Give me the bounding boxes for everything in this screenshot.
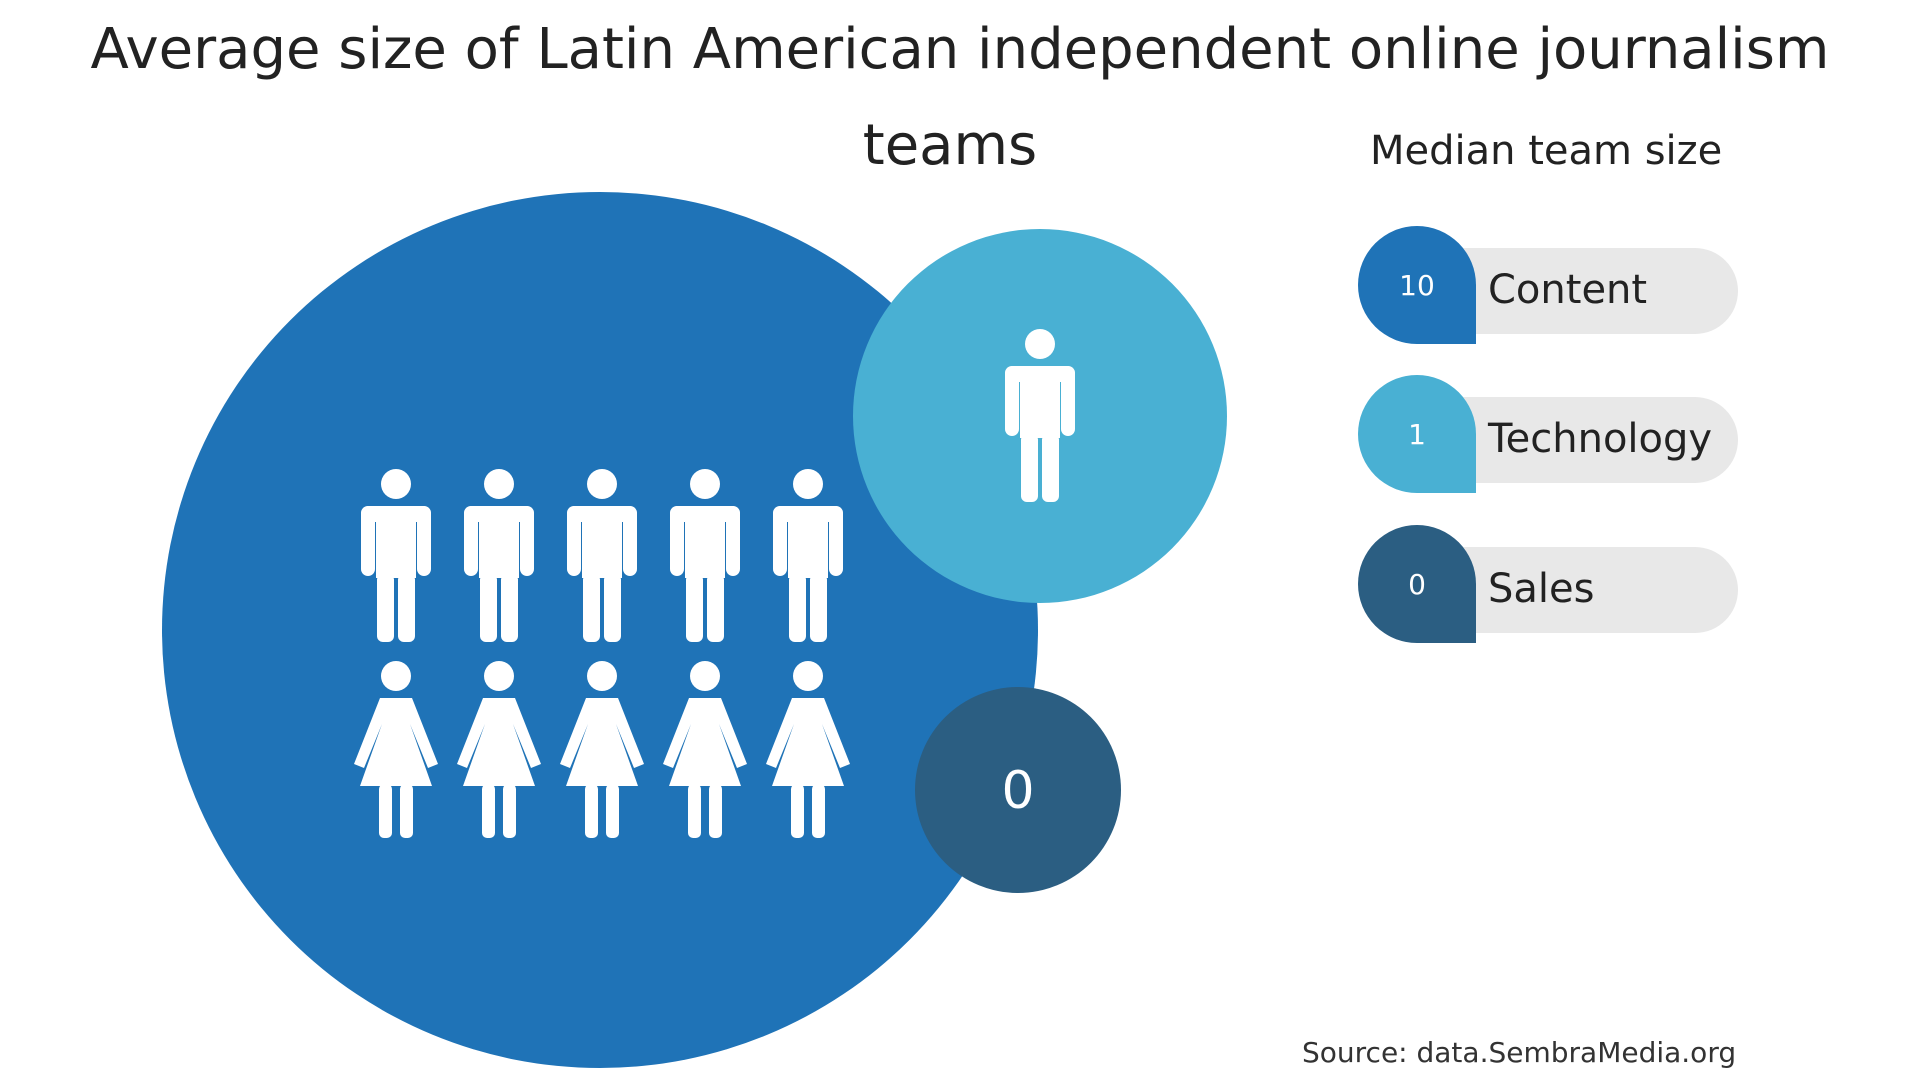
person-icon bbox=[663, 661, 747, 838]
person-icon bbox=[464, 469, 534, 642]
person-icon bbox=[773, 469, 843, 642]
legend-label: Content bbox=[1488, 267, 1648, 313]
legend-item-technology: 1 Technology bbox=[1358, 375, 1743, 493]
person-icon bbox=[567, 469, 637, 642]
person-icon bbox=[361, 469, 431, 642]
person-icon bbox=[766, 661, 850, 838]
person-icon bbox=[670, 469, 740, 642]
legend-item-content: 10 Content bbox=[1358, 226, 1743, 344]
bubble-value-sales: 0 bbox=[1001, 761, 1034, 821]
chart-title-line2-text: teams bbox=[862, 113, 1038, 178]
chart-title: Average size of Latin American independe… bbox=[90, 17, 1830, 82]
person-icon bbox=[354, 661, 438, 838]
legend-value-badge: 1 bbox=[1358, 375, 1476, 493]
legend-value-badge: 10 bbox=[1358, 226, 1476, 344]
source-note: Source: data.SembraMedia.org bbox=[1302, 1036, 1737, 1069]
legend-label: Technology bbox=[1488, 416, 1713, 462]
person-icon bbox=[560, 661, 644, 838]
legend-value-badge: 0 bbox=[1358, 525, 1476, 643]
person-icon bbox=[457, 661, 541, 838]
legend-label: Sales bbox=[1488, 566, 1595, 612]
figure-layer bbox=[354, 329, 1075, 838]
legend-heading: Median team size bbox=[1370, 128, 1723, 174]
person-icon bbox=[1005, 329, 1075, 502]
bubble-sales bbox=[915, 687, 1121, 893]
legend-item-sales: 0 Sales bbox=[1358, 525, 1743, 643]
chart-title-line2: teams bbox=[0, 98, 1920, 194]
